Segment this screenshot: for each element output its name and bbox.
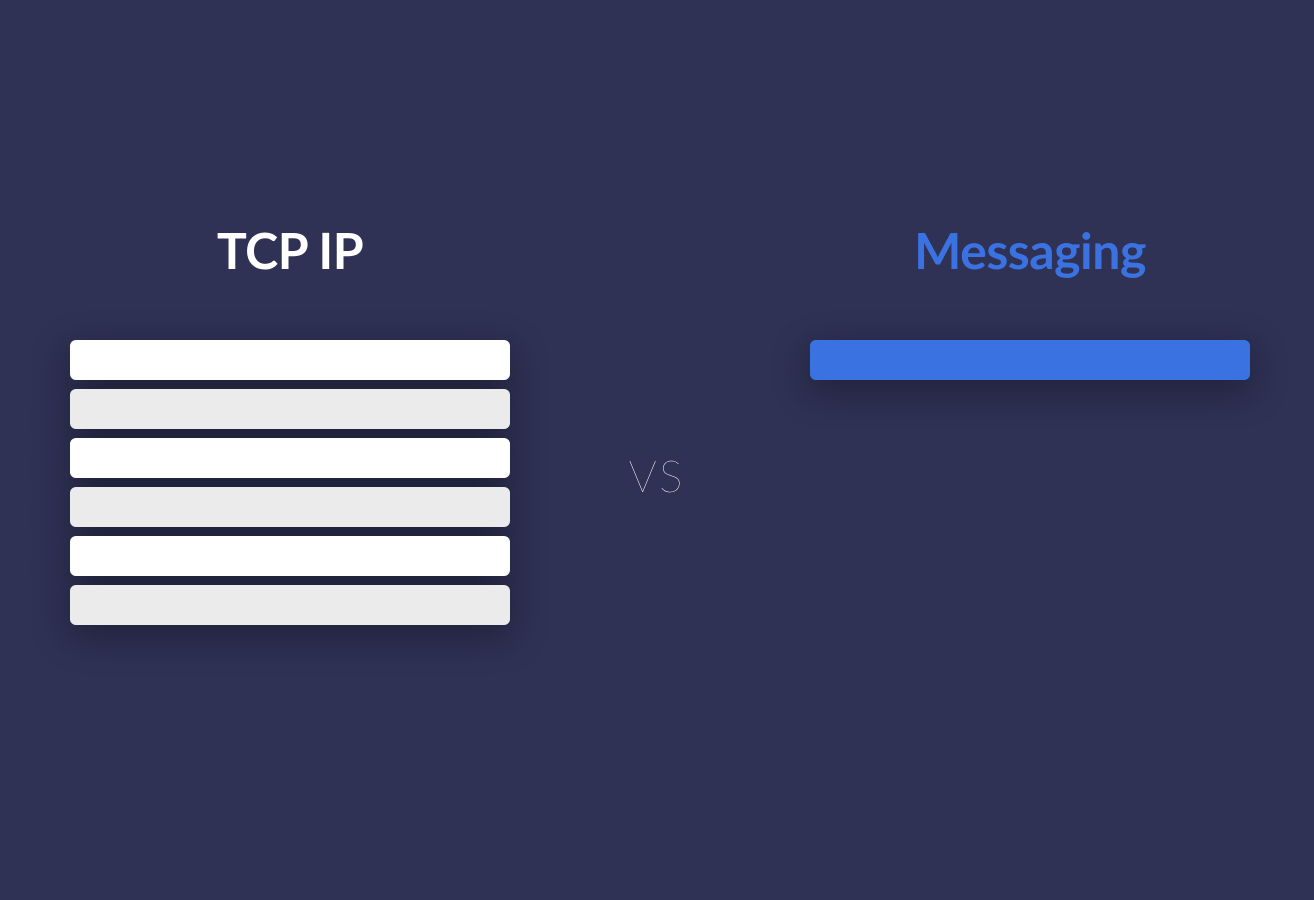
tcp-ip-layer	[70, 487, 510, 527]
tcp-ip-layer	[70, 340, 510, 380]
tcp-ip-layer	[70, 438, 510, 478]
messaging-layer	[810, 340, 1250, 380]
messaging-stack	[810, 340, 1250, 380]
tcp-ip-heading: TCP IP	[217, 220, 363, 280]
tcp-ip-layer	[70, 536, 510, 576]
vs-label: VS	[629, 450, 686, 502]
messaging-heading: Messaging	[914, 220, 1146, 280]
tcp-ip-layer	[70, 585, 510, 625]
tcp-ip-stack	[70, 340, 510, 625]
messaging-column: Messaging	[810, 220, 1250, 380]
tcp-ip-layer	[70, 389, 510, 429]
tcp-ip-column: TCP IP	[70, 220, 510, 625]
